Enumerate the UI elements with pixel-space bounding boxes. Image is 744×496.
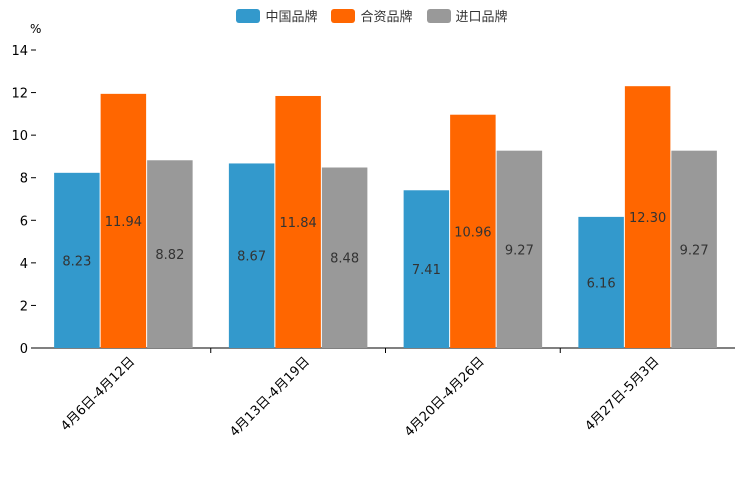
data-label-s2-c0: 8.82	[155, 248, 184, 263]
x-category-label-0: 4月6日-4月12日	[58, 354, 138, 434]
y-tick-label-2: 2	[20, 299, 28, 314]
bar-s1-c3	[624, 86, 671, 348]
data-label-s1-c3: 12.30	[629, 211, 666, 226]
data-label-s1-c1: 11.84	[280, 216, 317, 231]
data-label-s2-c1: 8.48	[330, 252, 359, 267]
bar-s2-c1	[321, 167, 368, 348]
bar-s1-c1	[275, 95, 321, 348]
x-category-label-2: 4月20日-4月26日	[402, 354, 488, 440]
legend-swatch-joint	[331, 8, 356, 23]
legend-item-joint[interactable]: 合资品牌	[331, 6, 413, 25]
legend-swatch-import	[426, 8, 451, 23]
data-label-s2-c3: 9.27	[680, 243, 709, 258]
y-tick-label-14: 14	[11, 44, 28, 59]
x-category-label-3: 4月27日-5月3日	[583, 354, 663, 434]
legend-label-joint: 合资品牌	[360, 10, 413, 25]
bar-s0-c0	[54, 172, 100, 348]
bar-s2-c3	[671, 150, 717, 348]
bar-s2-c2	[496, 150, 543, 348]
bar-s1-c2	[450, 114, 496, 348]
chart-legend: 中国品牌 合资品牌 进口品牌	[0, 6, 744, 25]
data-label-s1-c0: 11.94	[105, 215, 142, 230]
y-tick-label-6: 6	[20, 214, 28, 229]
legend-label-import: 进口品牌	[455, 10, 508, 25]
bar-s0-c2	[403, 190, 450, 348]
data-label-s0-c2: 7.41	[412, 263, 441, 278]
legend-swatch-china	[236, 8, 261, 23]
y-axis-unit-label: %	[30, 22, 41, 36]
data-label-s2-c2: 9.27	[505, 243, 534, 258]
y-tick-label-8: 8	[20, 172, 28, 187]
data-label-s1-c2: 10.96	[454, 225, 491, 240]
plot-area: 0 2 4 6 8 10 12 14 8.23 11.94 8.82 4月6日-4月12日 8.67 11…	[11, 44, 735, 440]
y-tick-label-0: 0	[20, 342, 28, 357]
y-tick-label-12: 12	[11, 87, 28, 102]
y-tick-label-10: 10	[11, 129, 28, 144]
x-category-label-1: 4月13日-4月19日	[227, 354, 313, 440]
bar-s1-c0	[100, 93, 147, 348]
bar-s2-c0	[147, 160, 193, 348]
legend-item-china[interactable]: 中国品牌	[236, 6, 317, 25]
y-tick-label-4: 4	[20, 257, 28, 272]
data-label-s0-c0: 8.23	[62, 254, 91, 269]
data-label-s0-c1: 8.67	[237, 250, 266, 265]
data-label-s0-c3: 6.16	[587, 276, 616, 291]
legend-item-import[interactable]: 进口品牌	[426, 6, 508, 25]
legend-label-china: 中国品牌	[265, 10, 318, 25]
bar-s0-c3	[578, 216, 624, 348]
bar-s0-c1	[228, 163, 275, 348]
